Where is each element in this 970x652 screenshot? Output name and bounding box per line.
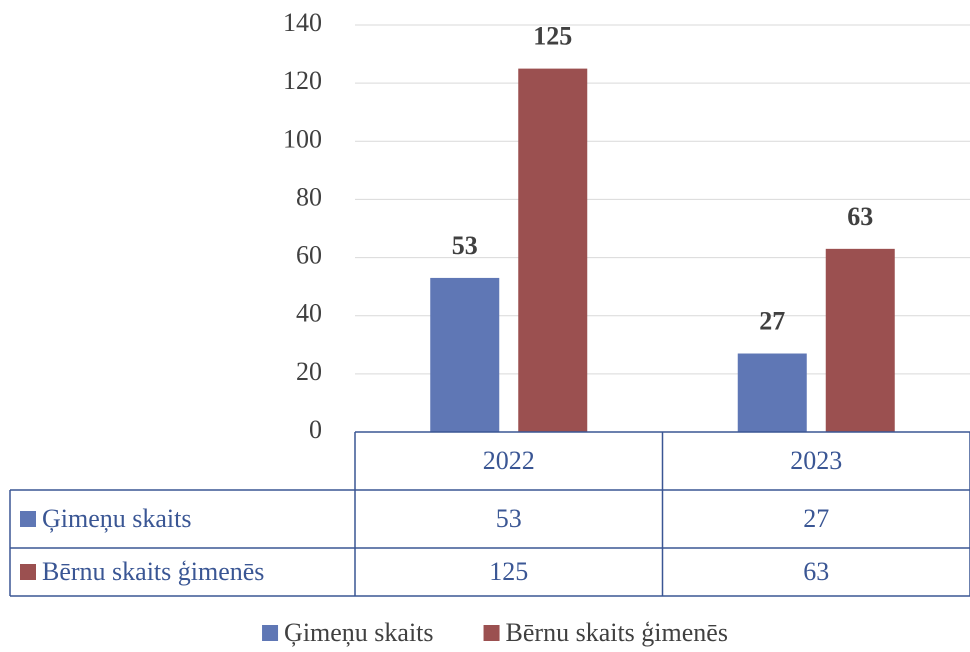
legend-key	[262, 625, 279, 641]
y-tick-label: 80	[296, 182, 322, 211]
legend-key	[483, 625, 500, 641]
legend: Ģimeņu skaits Bērnu skaits ģimenēs	[262, 618, 728, 647]
table-legend-key	[20, 511, 36, 527]
legend-label: Ģimeņu skaits	[284, 618, 434, 647]
y-tick-label: 140	[283, 8, 322, 37]
data-label: 63	[847, 202, 873, 231]
table-cell: 63	[803, 557, 829, 586]
y-tick-label: 60	[296, 241, 322, 270]
y-tick-label: 100	[283, 124, 322, 153]
table-row-label: Bērnu skaits ģimenēs	[42, 557, 264, 586]
x-tick-label: 2022	[483, 446, 535, 475]
y-tick-label: 20	[296, 357, 322, 386]
legend-label: Bērnu skaits ģimenēs	[506, 618, 728, 647]
table-legend-key	[20, 564, 36, 580]
bar	[430, 277, 500, 432]
table-row-label: Ģimeņu skaits	[42, 504, 192, 533]
data-label: 53	[452, 231, 478, 260]
table-cell: 53	[496, 504, 522, 533]
table-cell: 125	[489, 557, 528, 586]
table-cell: 27	[803, 504, 829, 533]
y-tick-label: 0	[309, 415, 322, 444]
y-tick-label: 120	[283, 66, 322, 95]
y-tick-label: 40	[296, 299, 322, 328]
bar	[518, 68, 588, 432]
data-label: 125	[533, 22, 572, 51]
bar	[737, 353, 807, 432]
data-label: 27	[759, 306, 785, 335]
x-tick-label: 2023	[790, 446, 842, 475]
bar	[825, 248, 895, 432]
